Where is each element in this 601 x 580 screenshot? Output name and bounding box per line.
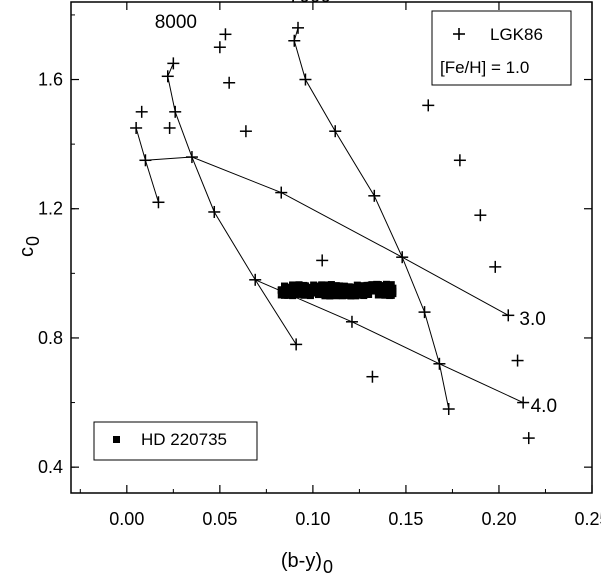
- annotation-4-0: 4.0: [531, 396, 557, 417]
- x-tick-label: 0.10: [295, 509, 330, 529]
- hd-220735-point: [340, 282, 348, 290]
- track-line-4: [255, 279, 524, 404]
- x-tick-label: 0.15: [388, 509, 423, 529]
- lgk86-point: [219, 28, 232, 41]
- y-tick-label: 1.2: [38, 199, 63, 219]
- y-axis-title: c: [16, 247, 38, 257]
- lgk86-point: [299, 73, 312, 86]
- lgk86-point: [135, 105, 148, 118]
- legend-hd220735-marker: [113, 436, 120, 443]
- legend-lgk86-label: LGK86: [490, 25, 543, 44]
- lgk86-point: [474, 209, 487, 222]
- y-axis-title-subscript: 0: [23, 236, 43, 246]
- lgk86-point: [167, 57, 180, 70]
- hd-220735-point: [374, 291, 382, 299]
- lgk86-point: [163, 121, 176, 134]
- legend-metallicity-note: [Fe/H] = 1.0: [440, 58, 529, 77]
- lgk86-point: [489, 260, 502, 273]
- lgk86-point: [169, 105, 182, 118]
- lgk86-point: [422, 99, 435, 112]
- legend-hd220735: HD 220735: [93, 421, 258, 461]
- lgk86-point: [185, 151, 198, 164]
- legend-hd220735-label: HD 220735: [141, 430, 227, 449]
- plot-frame: [70, 1, 593, 494]
- track-line-2: [293, 27, 450, 410]
- annotation-3-0: 3.0: [519, 309, 545, 330]
- lgk86-point: [345, 315, 358, 328]
- lgk86-point: [316, 254, 329, 267]
- x-axis-title: (b-y): [281, 550, 322, 572]
- lgk86-point: [290, 338, 303, 351]
- track-line-1: [167, 63, 297, 345]
- annotations: 8000 7000 3.0 4.0: [155, 0, 557, 417]
- x-axis-title-subscript: 0: [323, 557, 333, 577]
- lgk86-points: [130, 21, 535, 445]
- lgk86-point: [433, 357, 446, 370]
- lgk86-point: [453, 154, 466, 167]
- lgk86-point: [522, 432, 535, 445]
- lgk86-point: [139, 154, 152, 167]
- lgk86-point: [208, 205, 221, 218]
- annotation-7000: 7000: [289, 0, 331, 7]
- x-tick-label: 0.25: [574, 509, 601, 529]
- y-tick-label: 0.4: [38, 457, 63, 477]
- lgk86-point: [502, 309, 515, 322]
- lgk86-point: [366, 370, 379, 383]
- x-tick-label: 0.05: [202, 509, 237, 529]
- legend-hd220735-box: [93, 421, 258, 461]
- hd-220735-point: [382, 280, 390, 288]
- hd-220735-points: [277, 280, 397, 300]
- hd-220735-point: [389, 284, 397, 292]
- lgk86-point: [152, 196, 165, 209]
- lgk86-point: [396, 251, 409, 264]
- lgk86-point: [288, 34, 301, 47]
- x-tick-label: 0.20: [481, 509, 516, 529]
- hd-220735-point: [360, 292, 368, 300]
- lgk86-point: [275, 186, 288, 199]
- track-line-0: [135, 127, 159, 203]
- lgk86-point: [368, 189, 381, 202]
- legend-lgk86-box: [431, 10, 572, 86]
- y-tick-label: 1.6: [38, 70, 63, 90]
- y-tick-label: 0.8: [38, 328, 63, 348]
- lgk86-point: [329, 125, 342, 138]
- lgk86-point: [517, 396, 530, 409]
- hd-220735-point: [387, 281, 395, 289]
- lgk86-point: [161, 70, 174, 83]
- lgk86-point: [130, 121, 143, 134]
- lgk86-point: [511, 354, 524, 367]
- hd-220735-point: [365, 290, 373, 298]
- lgk86-point: [442, 403, 455, 416]
- lgk86-point: [223, 76, 236, 89]
- legend-lgk86-marker: [453, 28, 465, 40]
- annotation-8000: 8000: [155, 12, 197, 33]
- lgk86-point: [239, 125, 252, 138]
- lgk86-point: [292, 21, 305, 34]
- lgk86-point: [418, 306, 431, 319]
- legend-lgk86: LGK86 [Fe/H] = 1.0: [431, 10, 572, 86]
- lgk86-point: [249, 273, 262, 286]
- axis-ticks: 0.00 0.05 0.10 0.15 0.20 0.25 0.4 0.8 1.2 1.6: [38, 2, 601, 529]
- hd-220735-point: [389, 290, 397, 298]
- x-tick-label: 0.00: [109, 509, 144, 529]
- lgk86-point: [213, 41, 226, 54]
